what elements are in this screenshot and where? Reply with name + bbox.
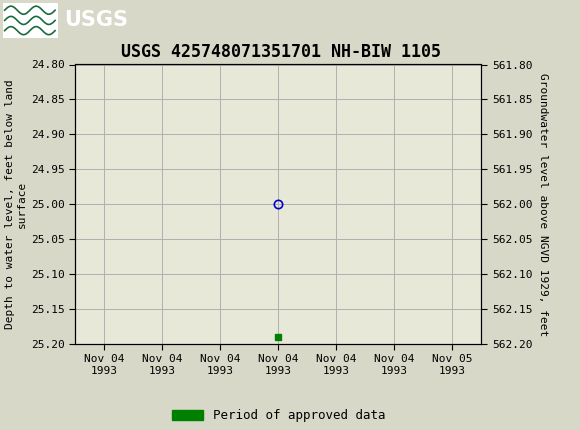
Legend: Period of approved data: Period of approved data [166,404,390,427]
Text: USGS 425748071351701 NH-BIW 1105: USGS 425748071351701 NH-BIW 1105 [121,43,441,61]
Y-axis label: Groundwater level above NGVD 1929, feet: Groundwater level above NGVD 1929, feet [538,73,548,336]
Text: USGS: USGS [64,10,128,31]
FancyBboxPatch shape [3,3,58,37]
Y-axis label: Depth to water level, feet below land
surface: Depth to water level, feet below land su… [5,80,27,329]
